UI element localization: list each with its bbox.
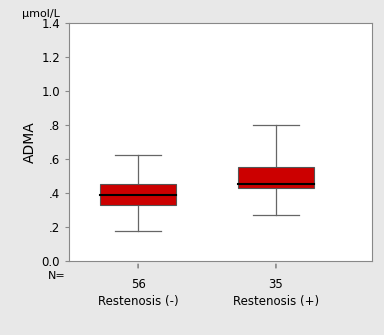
Text: Restenosis (-): Restenosis (-) (98, 294, 179, 308)
Y-axis label: ADMA: ADMA (23, 122, 37, 163)
Text: Restenosis (+): Restenosis (+) (233, 294, 319, 308)
Text: N=: N= (48, 271, 66, 281)
Bar (238, 167, 314, 188)
Text: μmol/L: μmol/L (22, 9, 60, 19)
Text: 35: 35 (268, 278, 283, 291)
Bar (100, 184, 176, 205)
Text: 56: 56 (131, 278, 146, 291)
